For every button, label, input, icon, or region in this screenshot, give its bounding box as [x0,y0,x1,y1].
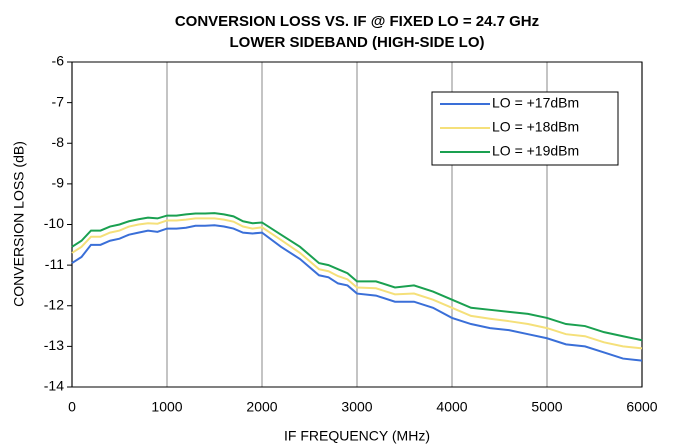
x-tick-label: 1000 [151,399,182,415]
x-tick-label: 5000 [531,399,562,415]
legend-label: LO = +18dBm [492,119,579,135]
x-tick-label: 2000 [246,399,277,415]
x-tick-label: 3000 [341,399,372,415]
y-tick-label: -9 [52,175,65,191]
y-tick-label: -8 [52,134,65,150]
y-tick-label: -11 [45,256,64,272]
y-tick-label: -10 [44,215,64,231]
y-tick-label: -6 [52,53,65,69]
x-axis-label: IF FREQUENCY (MHz) [284,428,430,444]
series-line [71,217,643,350]
chart-title: CONVERSION LOSS VS. IF @ FIXED LO = 24.7… [175,13,539,30]
y-tick-label: -12 [44,296,64,312]
series-line [71,224,643,362]
y-tick-label: -13 [44,337,64,353]
series-line [71,212,643,342]
y-axis-label: CONVERSION LOSS (dB) [11,141,27,307]
chart-subtitle: LOWER SIDEBAND (HIGH-SIDE LO) [230,34,485,51]
y-tick-label: -7 [52,93,65,109]
x-tick-label: 0 [68,399,76,415]
plot-frame [71,61,643,388]
x-tick-label: 6000 [626,399,657,415]
x-tick-label: 4000 [436,399,467,415]
legend-label: LO = +19dBm [492,143,579,159]
y-tick-label: -14 [44,378,64,394]
legend-label: LO = +17dBm [492,95,579,111]
